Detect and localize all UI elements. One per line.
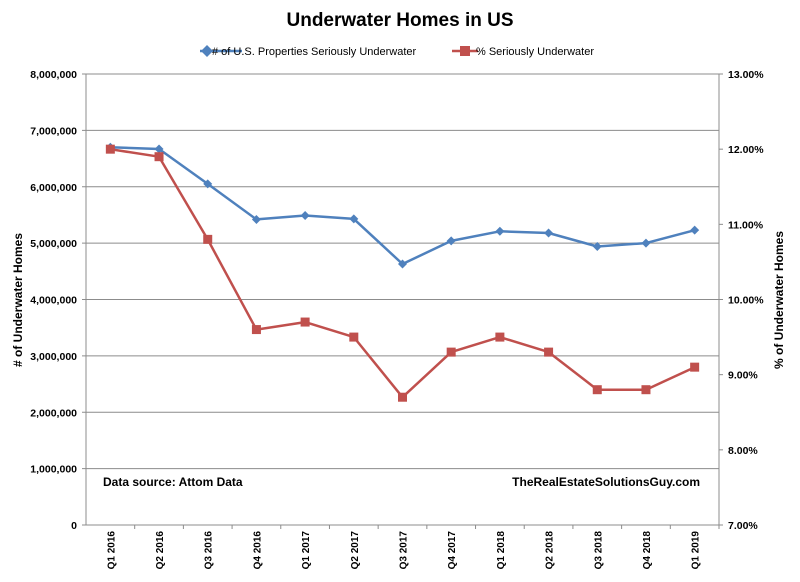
series-2-point	[690, 362, 700, 372]
series-2-point	[641, 385, 651, 395]
series-2-point	[592, 385, 602, 395]
left-tick-label: 4,000,000	[30, 295, 77, 307]
x-tick-label: Q2 2016	[155, 531, 166, 570]
x-tick-label: Q2 2018	[545, 531, 556, 570]
series-2-point	[495, 332, 505, 342]
series-1-line	[110, 146, 696, 266]
x-tick-label: Q1 2016	[106, 531, 117, 570]
x-tick-label: Q4 2017	[447, 531, 458, 570]
left-tick-label: 2,000,000	[30, 407, 77, 419]
series-1-point	[398, 259, 407, 269]
x-tick-label: Q3 2016	[204, 531, 215, 570]
website-note: TheRealEstateSolutionsGuy.com	[512, 475, 700, 489]
series-1-point	[300, 211, 310, 221]
left-tick-label: 5,000,000	[30, 238, 77, 250]
x-tick-label: Q3 2018	[593, 531, 604, 570]
right-axis-ticks: 7.00% 8.00% 9.00% 10.00% 11.00% 12.00% 13.00%	[719, 69, 764, 532]
right-tick-label: 13.00%	[728, 69, 764, 81]
series-1-point	[446, 236, 456, 246]
right-tick-label: 12.00%	[728, 144, 764, 156]
left-tick-label: 8,000,000	[30, 69, 77, 81]
series-2-point	[105, 144, 115, 154]
series-1-point	[690, 225, 700, 235]
series-2-point	[349, 332, 359, 342]
legend-item-series-2: % Seriously Underwater	[452, 46, 594, 58]
series-2-point	[544, 347, 554, 357]
x-tick-label: Q2 2017	[350, 531, 361, 570]
legend-square-marker-icon	[460, 46, 470, 56]
legend-label-series-2: % Seriously Underwater	[476, 46, 594, 58]
series-1-point	[154, 144, 164, 154]
right-tick-label: 11.00%	[728, 219, 764, 231]
series-1-point	[251, 214, 261, 224]
left-tick-label: 1,000,000	[30, 464, 77, 476]
x-tick-label: Q4 2016	[252, 531, 263, 570]
x-tick-label: Q3 2017	[399, 531, 410, 570]
series-2-point	[446, 347, 456, 357]
gridlines	[86, 129, 719, 470]
legend-diamond-marker-icon	[201, 45, 213, 57]
series-1-point	[349, 214, 359, 224]
chart-title: Underwater Homes in US	[287, 10, 514, 31]
left-axis-ticks: 0 1,000,000 2,000,000 3,000,000 4,000,000 5,0…	[30, 69, 86, 532]
series-2-point	[251, 325, 261, 335]
series-layer	[105, 142, 700, 402]
series-2-point	[398, 392, 407, 402]
series-1-point	[592, 242, 602, 252]
series-1-point	[641, 238, 651, 248]
right-tick-label: 9.00%	[728, 370, 758, 382]
x-axis-ticks: Q1 2016 Q2 2016 Q3 2016 Q4 2016 Q1 2017 Q2 20…	[106, 525, 720, 570]
right-axis-title: % of Underwater Homes	[772, 231, 786, 369]
x-tick-label: Q1 2018	[496, 531, 507, 570]
data-source-note: Data source: Attom Data	[103, 475, 243, 489]
series-2-point	[300, 317, 310, 327]
series-1-point	[544, 228, 554, 238]
left-axis-title: # of Underwater Homes	[11, 233, 25, 367]
left-tick-label: 3,000,000	[30, 351, 77, 363]
x-tick-label: Q1 2019	[691, 531, 702, 570]
left-tick-label: 0	[71, 520, 77, 532]
series-2-point	[203, 234, 213, 244]
legend-item-series-1: # of U.S. Properties Seriously Underwate…	[200, 45, 417, 58]
right-tick-label: 7.00%	[728, 520, 758, 532]
x-tick-label: Q4 2018	[642, 531, 653, 570]
series-2-point	[154, 152, 164, 162]
left-tick-label: 7,000,000	[30, 125, 77, 137]
legend-label-series-1: # of U.S. Properties Seriously Underwate…	[212, 46, 417, 58]
x-tick-label: Q1 2017	[301, 531, 312, 570]
series-1-point	[203, 179, 213, 189]
series-1-point	[495, 226, 505, 236]
left-tick-label: 6,000,000	[30, 182, 77, 194]
right-tick-label: 10.00%	[728, 295, 764, 307]
legend: # of U.S. Properties Seriously Underwate…	[200, 45, 594, 58]
right-tick-label: 8.00%	[728, 445, 758, 457]
